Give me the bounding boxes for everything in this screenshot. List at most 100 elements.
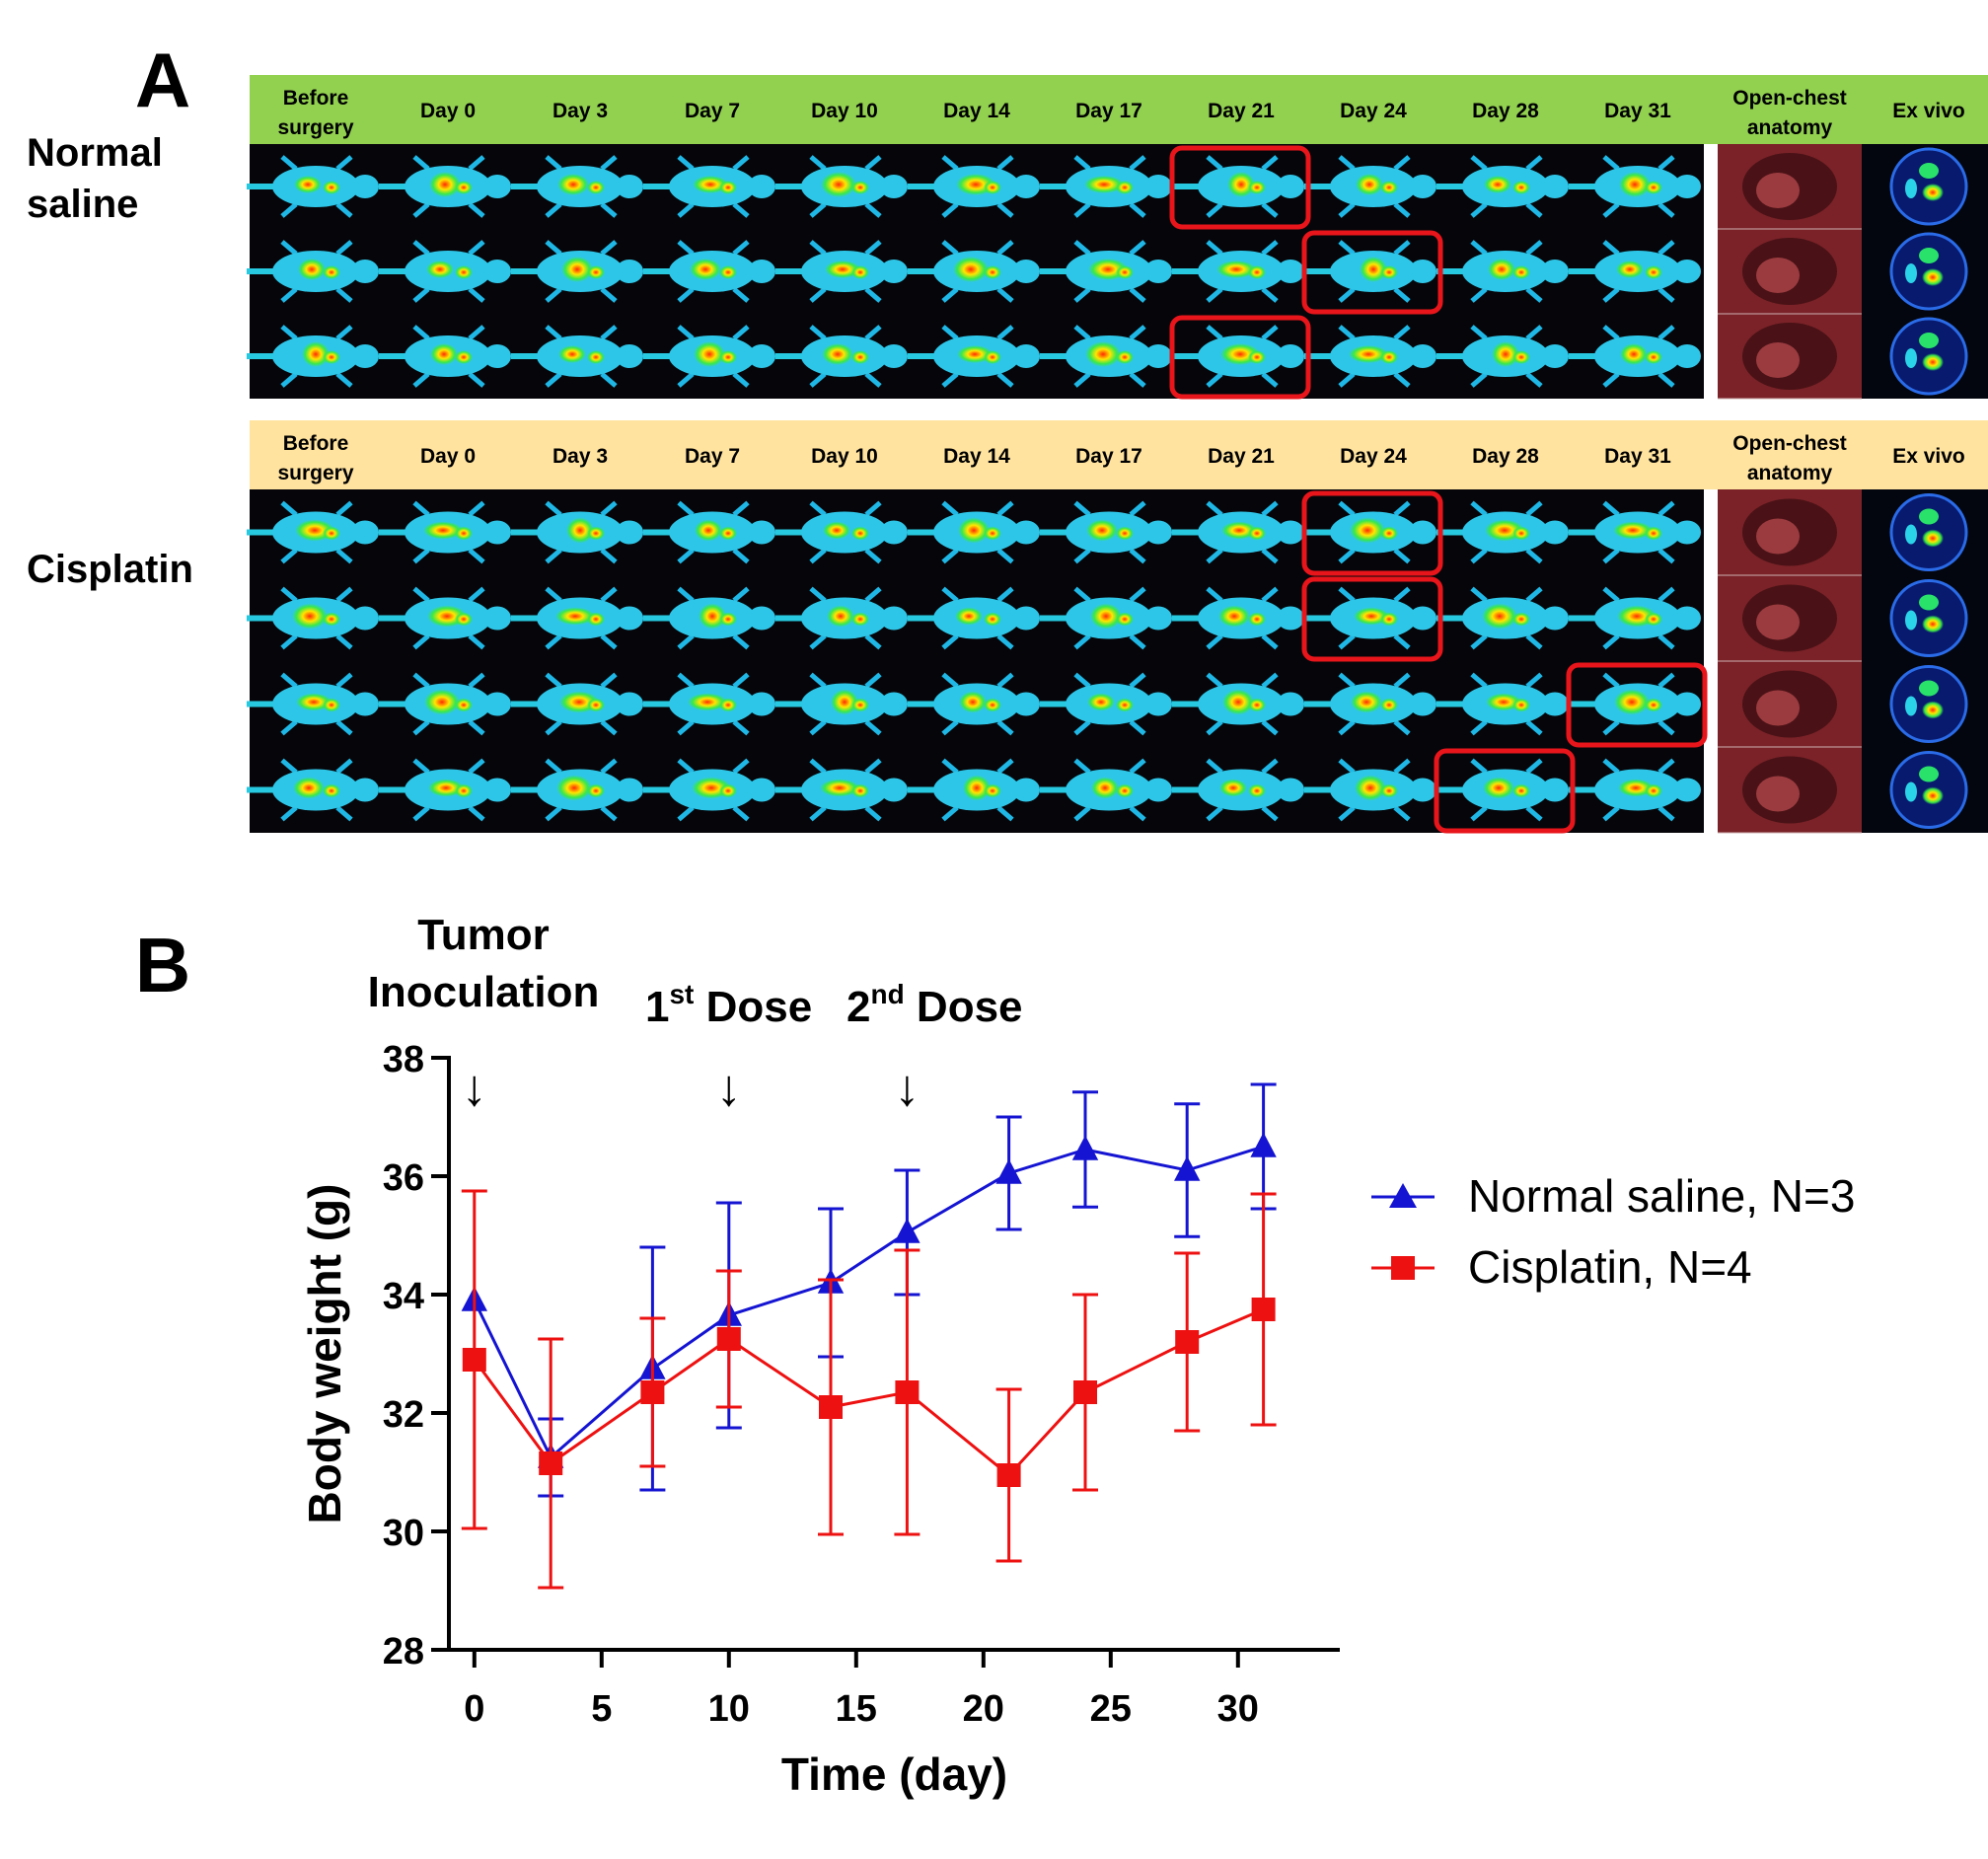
y-tick-label: 36	[383, 1157, 424, 1199]
mouse-limb	[809, 372, 827, 388]
mouse-limb	[941, 325, 959, 340]
mouse-head	[616, 692, 643, 716]
mouse-limb	[1073, 500, 1091, 517]
highlight-box	[1169, 315, 1311, 400]
mouse-head	[1673, 692, 1701, 716]
mouse-limb	[1393, 155, 1411, 171]
column-header-bar	[250, 420, 1988, 489]
signal-blob	[963, 775, 991, 801]
mouse-head	[1012, 344, 1040, 368]
signal-blob	[822, 343, 853, 365]
mouse-image	[379, 586, 511, 650]
mouse-limb	[545, 633, 562, 650]
mouse-image	[379, 758, 511, 822]
mouse-limb	[1206, 758, 1223, 775]
mouse-limb	[677, 500, 695, 517]
column-header-label: Day 28	[1472, 100, 1539, 122]
mouse-image	[247, 500, 379, 564]
signal-blob	[1512, 265, 1530, 279]
signal-blob	[1248, 265, 1266, 279]
mouse-limb	[545, 202, 562, 218]
group-label: saline	[27, 183, 138, 226]
mouse-limb	[545, 240, 562, 256]
mouse-head	[483, 606, 511, 631]
mouse-limb	[1129, 372, 1146, 388]
column-header-label: Open-chest	[1732, 432, 1847, 455]
column-header-label: Before	[283, 87, 349, 110]
mouse-limb	[1602, 758, 1620, 775]
data-point	[1175, 1330, 1200, 1354]
mouse-image	[1172, 586, 1304, 650]
mouse-limb	[677, 202, 695, 218]
mouse-image	[379, 672, 511, 736]
signal-blob	[1380, 350, 1398, 364]
signal-blob	[1614, 689, 1650, 715]
mouse-limb	[280, 548, 298, 564]
mouse-image	[1436, 672, 1569, 736]
signal-blob	[1482, 603, 1517, 630]
mouse-limb	[412, 672, 430, 689]
signal-blob	[719, 612, 737, 627]
signal-blob	[1620, 343, 1648, 365]
y-tick-label: 30	[383, 1513, 424, 1554]
mouse-limb	[468, 805, 485, 822]
mouse-head	[1541, 520, 1569, 545]
mouse-limb	[1129, 240, 1146, 256]
mouse-image	[908, 758, 1040, 822]
mouse-limb	[1261, 325, 1279, 340]
mouse-limb	[1393, 805, 1411, 822]
x-axis-label: Time (day)	[781, 1748, 1007, 1800]
mouse-image	[379, 240, 511, 303]
mouse-limb	[1393, 240, 1411, 256]
signal-blob	[1613, 521, 1653, 540]
mouse-limb	[1470, 805, 1488, 822]
mouse-image	[1304, 155, 1436, 218]
signal-blob	[455, 783, 473, 798]
mouse-limb	[1338, 633, 1356, 650]
signal-blob	[323, 350, 340, 364]
mouse-image	[1569, 758, 1701, 822]
signal-blob	[1221, 521, 1257, 540]
mouse-limb	[412, 633, 430, 650]
column-header-label: Day 17	[1075, 445, 1142, 468]
mouse-image	[511, 672, 643, 736]
mouse-limb	[996, 548, 1014, 564]
mouse-image	[775, 672, 908, 736]
mouse-limb	[1525, 202, 1543, 218]
mouse-limb	[335, 586, 353, 603]
mouse-limb	[996, 500, 1014, 517]
mouse-head	[1277, 520, 1304, 545]
ex-vivo-signal	[1905, 524, 1917, 545]
mouse-image	[1436, 586, 1569, 650]
signal-blob	[1645, 783, 1662, 798]
signal-blob	[1116, 612, 1134, 627]
mouse-image	[1569, 155, 1701, 218]
mouse-image	[643, 586, 775, 650]
mouse-limb	[1393, 758, 1411, 775]
signal-blob	[1087, 693, 1115, 711]
annotation-label: 2nd Dose	[847, 979, 1023, 1031]
mouse-head	[1012, 692, 1040, 716]
organ-photo	[1756, 342, 1800, 378]
signal-blob	[561, 257, 593, 282]
mouse-limb	[1525, 586, 1543, 603]
mouse-head	[748, 175, 775, 198]
imaging-grid-figure: A Normal saline Before surgery Day 0 Day 3 Day …	[27, 37, 1988, 834]
mouse-limb	[1602, 719, 1620, 736]
signal-blob	[851, 612, 869, 627]
mouse-limb	[280, 155, 298, 171]
signal-blob	[851, 265, 869, 279]
mouse-limb	[545, 500, 562, 517]
mouse-limb	[468, 672, 485, 689]
column-header-label: Day 28	[1472, 445, 1539, 468]
signal-blob	[851, 783, 869, 798]
signal-blob	[831, 689, 858, 715]
mouse-head	[880, 260, 908, 283]
mouse-limb	[864, 500, 882, 517]
mouse-head	[1012, 175, 1040, 198]
mouse-limb	[1393, 548, 1411, 564]
column-header-label: Day 7	[685, 100, 740, 122]
mouse-limb	[1393, 287, 1411, 303]
mouse-limb	[600, 548, 618, 564]
signal-blob	[1218, 605, 1250, 628]
